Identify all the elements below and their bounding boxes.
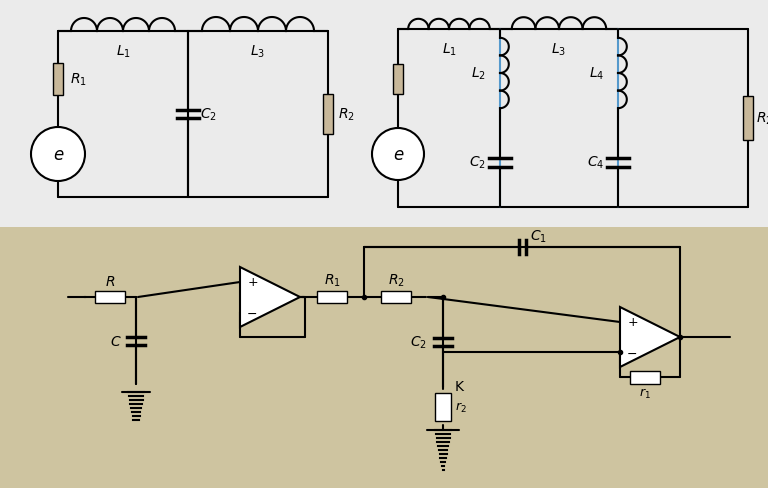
Text: $C_2$: $C_2$ [469,155,486,171]
Text: $R_1$: $R_1$ [70,72,87,88]
Bar [317,291,347,304]
Text: e: e [53,146,63,163]
Bar [323,95,333,135]
Text: $R_1$: $R_1$ [323,272,340,288]
Bar [95,291,125,304]
Text: $R_2$: $R_2$ [756,111,768,127]
Bar [0,227,768,488]
Text: $r_2$: $r_2$ [455,400,467,414]
Text: $R_2$: $R_2$ [338,106,355,123]
Text: $-$: $-$ [246,306,257,319]
Text: $C_4$: $C_4$ [587,155,604,171]
Text: $R_2$: $R_2$ [388,272,405,288]
Text: $R$: $R$ [105,274,115,288]
Text: +: + [628,316,639,329]
Circle shape [31,128,85,182]
Text: $L_1$: $L_1$ [115,44,131,61]
Text: $C$: $C$ [111,334,122,348]
Text: $C_2$: $C_2$ [200,106,217,123]
Polygon shape [620,307,680,367]
Text: $L_3$: $L_3$ [551,42,567,58]
Bar [0,0,768,227]
Polygon shape [240,267,300,327]
Bar [630,371,660,384]
Text: e: e [393,146,403,163]
Bar [381,291,411,304]
Text: $C_2$: $C_2$ [410,334,427,350]
Text: K: K [455,379,464,393]
Bar [393,64,403,94]
Text: $L_3$: $L_3$ [250,44,266,61]
Circle shape [372,129,424,181]
Text: $r_1$: $r_1$ [639,386,651,400]
Text: $L_2$: $L_2$ [471,66,486,82]
Bar [53,64,63,96]
Text: +: + [248,276,259,289]
Bar [743,97,753,141]
Bar [435,393,451,421]
Text: $L_4$: $L_4$ [589,66,604,82]
Text: $-$: $-$ [626,346,637,359]
Text: $C_1$: $C_1$ [529,228,547,244]
Text: $L_1$: $L_1$ [442,42,456,58]
